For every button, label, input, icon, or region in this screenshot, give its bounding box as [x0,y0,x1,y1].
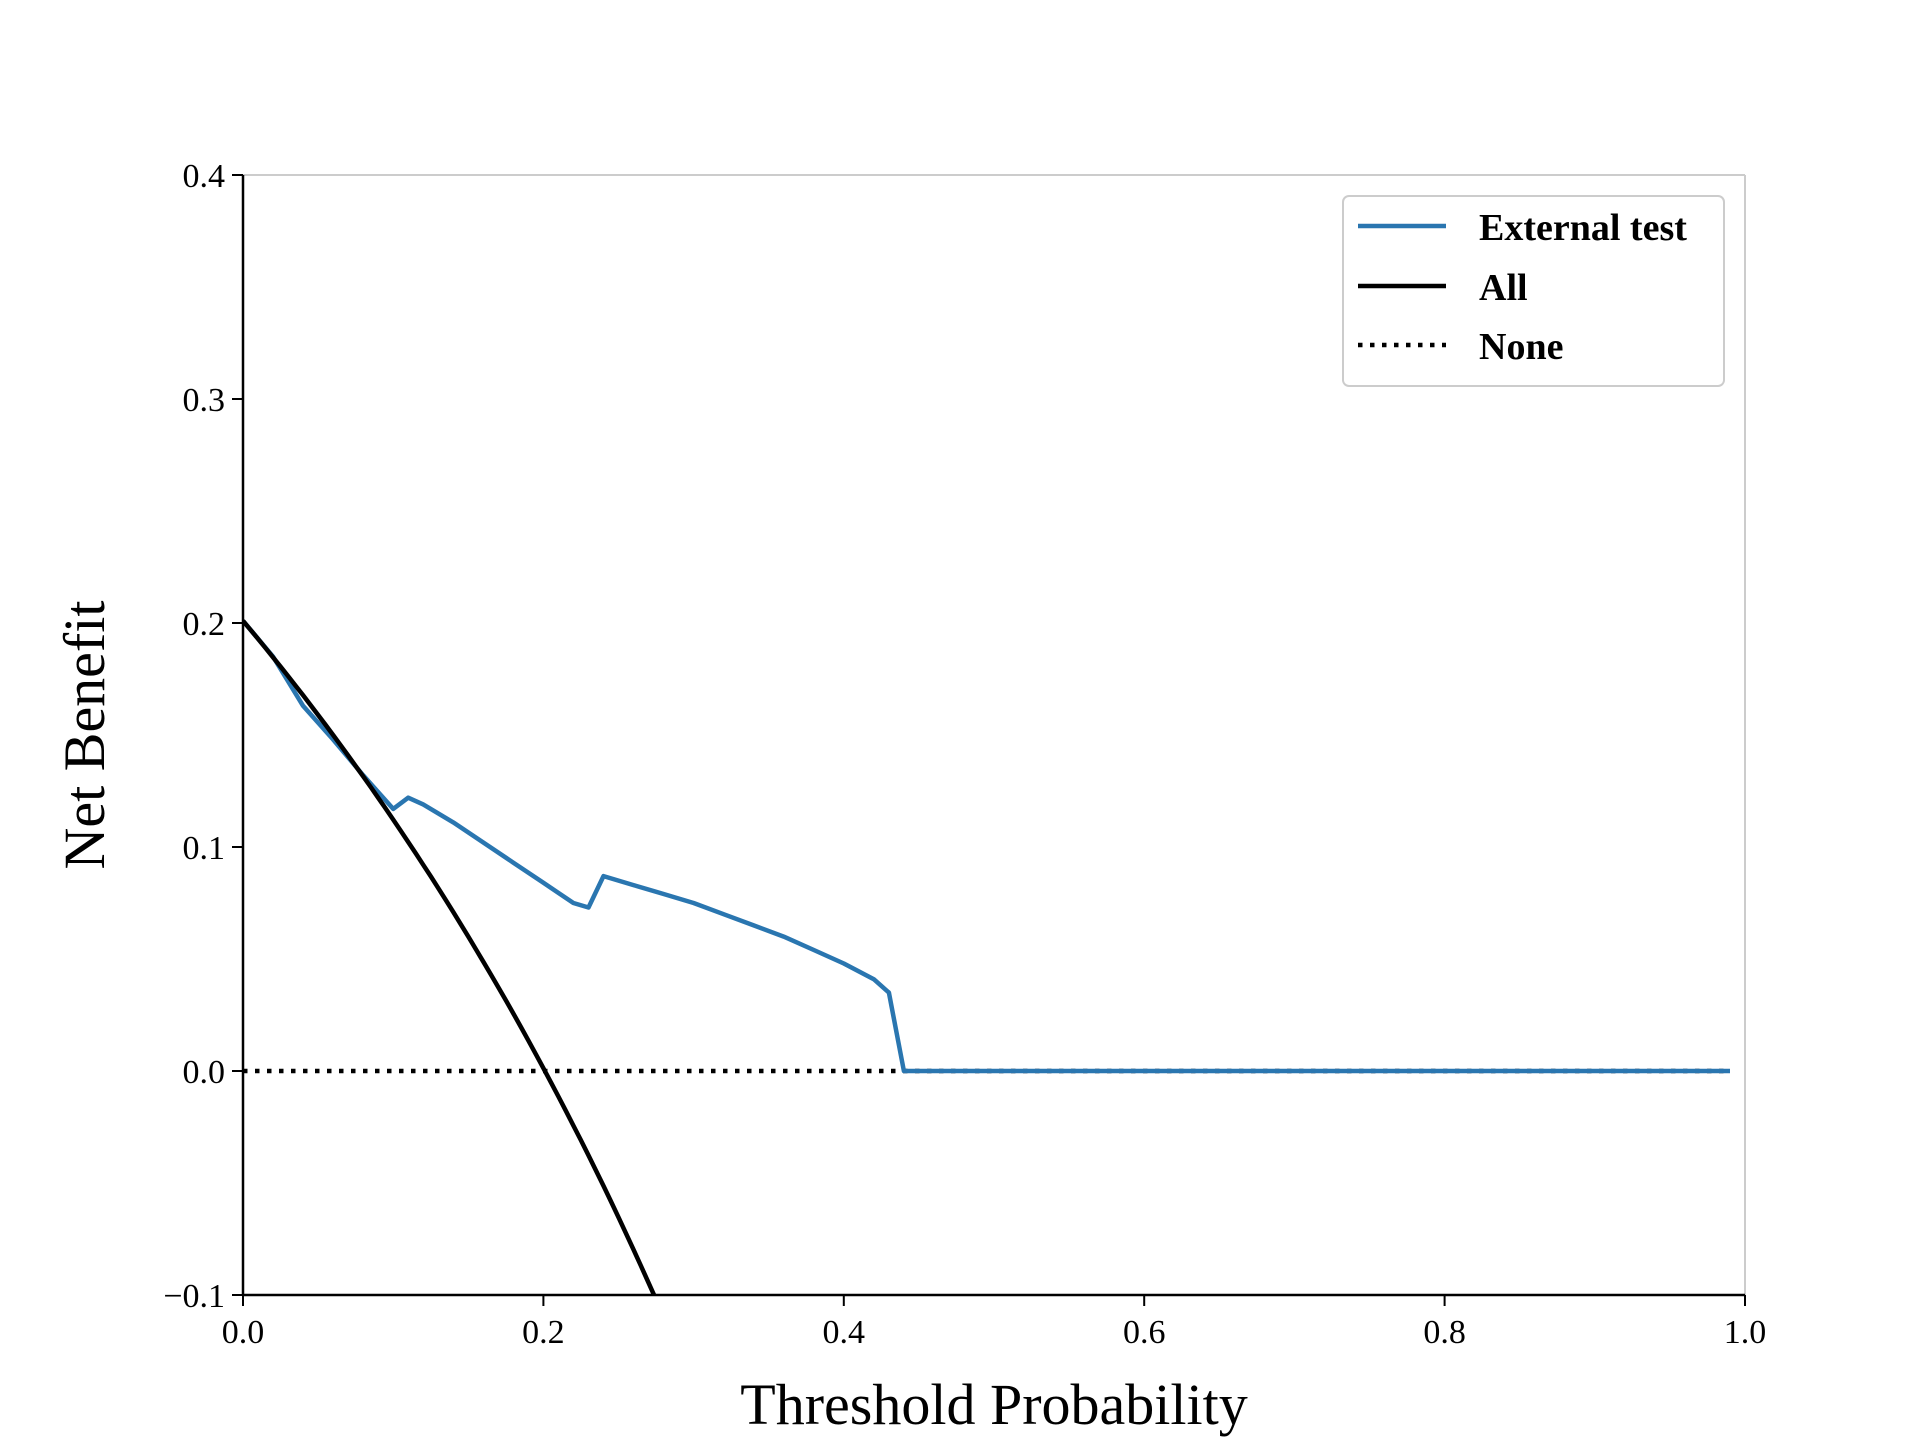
legend-label-none: None [1479,326,1563,368]
y-tick-label: 0.3 [183,382,226,419]
legend-item-external-test: External test [1358,207,1687,249]
legend-label-all: All [1479,267,1528,309]
legend: External test All None [1342,195,1725,387]
legend-item-all: All [1358,267,1528,309]
legend-label-external-test: External test [1479,207,1687,249]
y-tick-label: 0.4 [183,158,226,195]
y-tick-label: 0.2 [183,606,226,643]
x-tick-label: 0.0 [222,1314,265,1351]
x-tick-label: 0.6 [1123,1314,1166,1351]
x-axis: 0.0 0.2 0.4 0.6 0.8 1.0 [222,1295,1767,1351]
x-tick-label: 1.0 [1724,1314,1767,1351]
legend-frame [1342,195,1725,387]
x-tick-label: 0.2 [522,1314,565,1351]
legend-item-none: None [1358,326,1563,368]
y-tick-label: 0.1 [183,830,226,867]
y-axis-title: Net Benefit [52,601,117,870]
plot-area [243,619,1730,1295]
x-axis-title: Threshold Probability [740,1372,1247,1437]
y-tick-label: −0.1 [163,1278,225,1315]
x-tick-label: 0.4 [823,1314,866,1351]
series-external-test-line [243,619,1730,1074]
series-all-line [243,619,657,1295]
y-axis: −0.1 0.0 0.1 0.2 0.3 0.4 [163,158,243,1315]
y-tick-label: 0.0 [183,1054,226,1091]
x-tick-label: 0.8 [1423,1314,1466,1351]
